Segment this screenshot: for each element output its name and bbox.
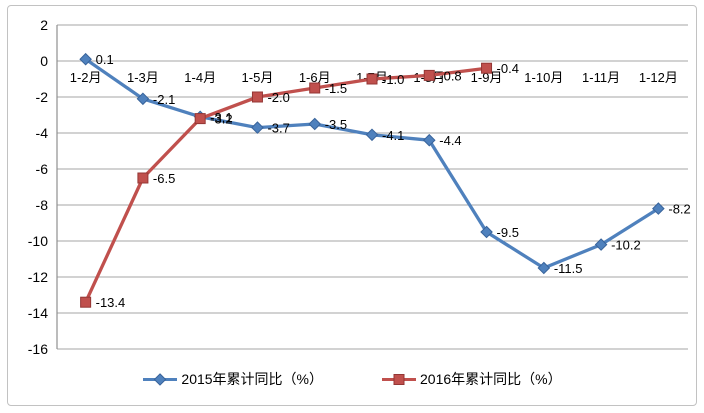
data-label: -3.5 (325, 117, 347, 132)
data-label: -4.1 (382, 128, 404, 143)
diamond-marker-icon (594, 238, 608, 251)
data-label: -3.7 (267, 121, 289, 136)
chart-legend: 2015年累计同比（%） 2016年累计同比（%） (0, 366, 704, 392)
y-tick-label: -14 (28, 305, 48, 321)
diamond-marker-icon (251, 121, 264, 134)
legend-item-2015: 2015年累计同比（%） (142, 369, 323, 389)
legend-label-2016: 2016年累计同比（%） (420, 371, 562, 387)
x-category-label: 1-4月 (184, 70, 216, 85)
square-marker-icon (251, 91, 263, 103)
data-label: -3.1 (210, 110, 232, 125)
y-tick-label: 0 (40, 53, 48, 69)
series-0-labels: 0.1 -2.1 -3.1 -3.7 -3.5 -4.1 -4.4 -9.5 -11.5 -10.… (96, 52, 691, 276)
square-marker-icon (366, 73, 378, 85)
square-marker-icon (393, 373, 405, 385)
square-marker-icon (423, 69, 435, 81)
square-marker-icon (194, 113, 206, 125)
data-label: -4.4 (439, 133, 461, 148)
square-marker-icon (309, 82, 321, 94)
data-label: -10.2 (611, 238, 641, 253)
data-label: -13.4 (96, 295, 126, 310)
series-1-labels: -13.4 -6.5 -3.2 -2.0 -1.5 -1.0 -0.8 -0.4 (96, 61, 519, 310)
y-tick-label: -10 (28, 233, 48, 249)
y-tick-label: -4 (36, 125, 49, 141)
data-label: -9.5 (497, 225, 519, 240)
data-label: -8.2 (668, 202, 690, 217)
data-label: -2.1 (153, 92, 175, 107)
diamond-marker-icon (308, 117, 322, 131)
x-category-label: 1-5月 (242, 70, 274, 85)
y-tick-label: -12 (28, 269, 48, 285)
data-label: -0.4 (497, 61, 519, 76)
diamond-marker-icon (136, 92, 150, 106)
x-category-label: 1-3月 (127, 70, 159, 85)
square-marker-icon (80, 296, 92, 308)
data-label: -1.5 (325, 81, 347, 96)
y-tick-label: -8 (36, 197, 49, 213)
x-category-label: 1-9月 (471, 70, 503, 85)
y-tick-label: -6 (36, 161, 49, 177)
data-label: -2.0 (267, 90, 289, 105)
legend-marker-square-icon (381, 373, 417, 386)
x-category-label: 1-2月 (70, 70, 102, 85)
square-marker-icon (137, 172, 149, 184)
x-category-label: 1-12月 (639, 70, 678, 85)
y-tick-label: -16 (28, 341, 48, 357)
data-label: -6.5 (153, 171, 175, 186)
series-1 (80, 62, 493, 308)
diamond-marker-icon (480, 225, 493, 239)
diamond-marker-icon (652, 202, 665, 215)
x-category-label: 1-10月 (524, 70, 563, 85)
series-line (83, 57, 661, 270)
data-label: -1.0 (382, 72, 404, 87)
legend-item-2016: 2016年累计同比（%） (381, 369, 562, 389)
diamond-marker-icon (154, 372, 167, 386)
legend-marker-diamond-icon (142, 372, 178, 386)
series-line (83, 66, 489, 304)
diamond-marker-icon (365, 128, 379, 142)
diamond-marker-icon (79, 52, 92, 66)
data-label: -11.5 (554, 261, 583, 276)
square-marker-icon (481, 62, 493, 74)
diamond-marker-icon (537, 261, 551, 275)
legend-label-2015: 2015年累计同比（%） (181, 371, 323, 387)
x-category-label: 1-11月 (582, 70, 620, 85)
x-category-label: 1-6月 (299, 70, 331, 85)
y-tick-label: 2 (40, 17, 48, 33)
y-tick-label: -2 (36, 89, 49, 105)
data-label: -0.8 (439, 68, 461, 83)
data-label: -3.2 (210, 112, 232, 127)
data-label: 0.1 (96, 52, 114, 67)
diamond-marker-icon (422, 133, 436, 147)
